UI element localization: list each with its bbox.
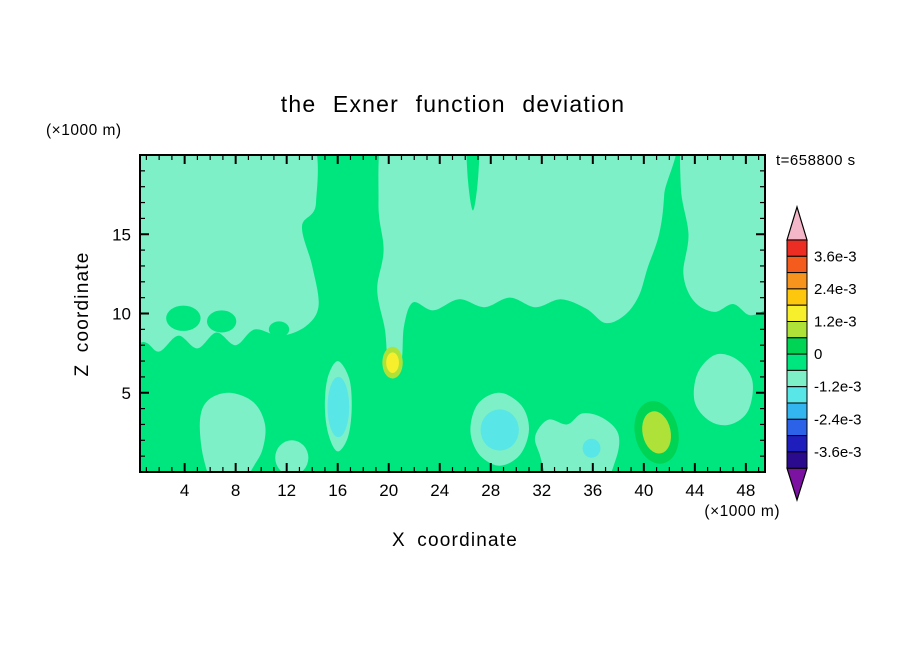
colorbar-label: 2.4e-3: [814, 281, 857, 298]
colorbar-segment: [786, 402, 808, 420]
x-tick-label: 20: [379, 481, 398, 500]
colorbar-segment: [786, 386, 808, 404]
colorbar-segment: [786, 369, 808, 388]
colorbar-segment: [786, 272, 808, 290]
y-tick-label: 5: [122, 384, 131, 403]
x-axis-label: X coordinate: [392, 530, 518, 551]
x-tick-label: 8: [231, 481, 240, 500]
chart-title: the Exner function deviation: [281, 91, 625, 117]
y-tick-label: 10: [112, 305, 131, 324]
x-tick-label: 48: [736, 481, 755, 500]
y-tick-label: 15: [112, 225, 131, 244]
colorbar-segment: [786, 288, 808, 306]
colorbar-segment: [786, 435, 808, 453]
contour-region-lower-center-band: [534, 413, 620, 472]
x-tick-label: 36: [583, 481, 602, 500]
colorbar-segment: [786, 304, 808, 323]
colorbar-segment: [786, 239, 808, 257]
colorbar-label: -2.4e-3: [814, 411, 862, 428]
colorbar-label: 1.2e-3: [814, 314, 857, 331]
contour-region-hole-upper-left-3: [268, 321, 290, 338]
colorbar-segment: [786, 337, 808, 355]
contour-region-cool-spot-small: [582, 438, 601, 458]
y-axis-label: Z coordinate: [72, 251, 93, 376]
timestamp-label: t=658800 s: [776, 152, 856, 169]
contour-field: [140, 155, 765, 472]
x-tick-label: 32: [532, 481, 551, 500]
contour-region-hole-upper-left-2: [206, 310, 237, 333]
colorbar-label: -3.6e-3: [814, 444, 862, 461]
colorbar-segment: [786, 418, 808, 437]
colorbar-segment: [786, 353, 808, 371]
colorbar-segment: [786, 451, 808, 469]
contour-region-lower-right-blob: [693, 353, 753, 426]
contour-region-cool-spot-center: [480, 409, 519, 451]
colorbar-arrow-top: [786, 204, 808, 241]
contour-region-cool-spot-left: [327, 376, 350, 438]
contour-region-warm-spot-center: [386, 352, 399, 373]
contour-region-upper-left-band: [140, 155, 319, 352]
x-tick-label: 40: [634, 481, 653, 500]
x-tick-label: 16: [328, 481, 347, 500]
y-axis-unit: (×1000 m): [46, 122, 122, 139]
axis-ticks: [140, 155, 765, 472]
colorbar-label: 3.6e-3: [814, 248, 857, 265]
contour-region-warm-spot-right: [642, 411, 672, 454]
colorbar-label: 0: [814, 346, 822, 363]
contour-region-hole-upper-left-1: [166, 305, 201, 331]
colorbar-label: -1.2e-3: [814, 379, 862, 396]
contour-region-lower-left-small-blob: [275, 440, 309, 472]
contour-region-upper-center-band: [377, 155, 676, 379]
contour-region-upper-right-band: [679, 155, 765, 316]
x-tick-label: 28: [481, 481, 500, 500]
x-tick-label: 12: [277, 481, 296, 500]
x-tick-label: 44: [685, 481, 704, 500]
colorbar: 3.6e-3 2.4e-3 1.2e-3 0 -1.2e-3 -2.4e-3 -3.6e-3: [786, 204, 862, 503]
contour-region-notch-top-center: [466, 155, 480, 211]
x-tick-label: 4: [180, 481, 189, 500]
x-tick-label: 24: [430, 481, 449, 500]
contour-region-lower-left-blob: [199, 392, 266, 472]
colorbar-segment: [786, 255, 808, 274]
x-axis-unit: (×1000 m): [704, 503, 780, 520]
colorbar-arrow-bottom: [786, 467, 808, 503]
colorbar-segment: [786, 321, 808, 339]
